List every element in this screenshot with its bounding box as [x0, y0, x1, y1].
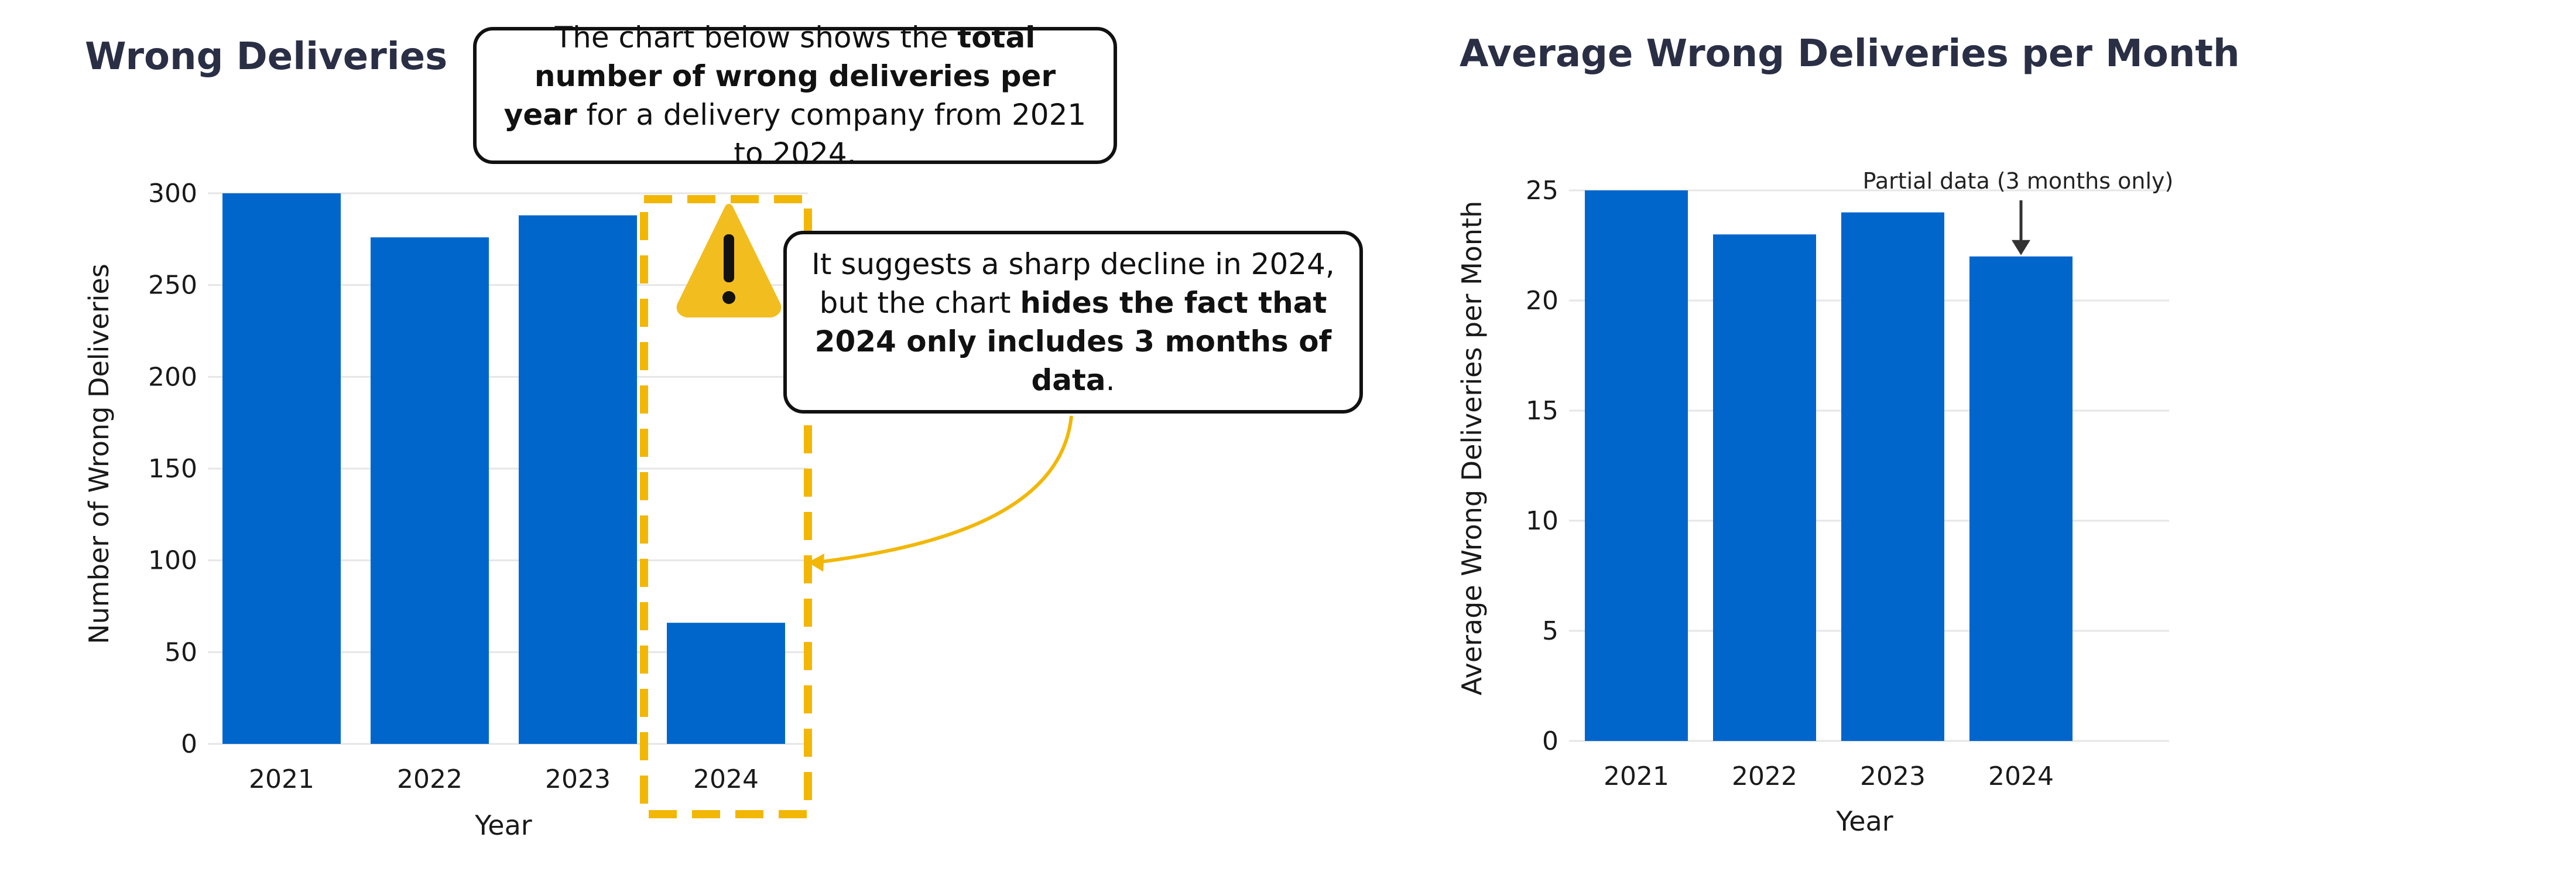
- warning-text-post: .: [1105, 363, 1115, 397]
- chart-wrong-deliveries: Wrong Deliveries 0 50 100 150 200 250 300 2021…: [83, 35, 1073, 841]
- x-axis-label: Year: [1835, 805, 1893, 837]
- bar-2021: [1585, 190, 1688, 741]
- warning-text-bold: hides the fact that 2024 only includes 3…: [814, 286, 1332, 397]
- y-tick-label: 100: [148, 546, 197, 576]
- intro-text-pre: The chart below shows the: [554, 21, 958, 54]
- x-tick-label: 2022: [397, 764, 463, 794]
- warning-callout: It suggests a sharp decline in 2024, but…: [783, 231, 1363, 414]
- y-tick-label: 150: [148, 454, 197, 484]
- bar-2023: [519, 215, 637, 744]
- y-tick-label: 250: [148, 271, 197, 300]
- x-axis-label: Year: [474, 809, 532, 841]
- x-tick-label: 2022: [1732, 761, 1797, 791]
- chart-average-wrong-deliveries: Average Wrong Deliveries per Month 0 5 10 1…: [1456, 32, 2240, 837]
- bar-2024: [667, 623, 785, 744]
- bars: [1585, 190, 2073, 742]
- y-tick-labels: 0 5 10 15 20 25: [1526, 176, 1558, 756]
- y-tick-label: 5: [1542, 616, 1558, 646]
- bar-2022: [1713, 234, 1816, 741]
- bar-2024: [1969, 256, 2073, 741]
- y-tick-labels: 0 50 100 150 200 250 300: [148, 179, 197, 759]
- x-tick-label: 2021: [1604, 761, 1669, 791]
- intro-callout: The chart below shows the total number o…: [473, 21, 1117, 170]
- chart-title: Wrong Deliveries: [85, 35, 447, 78]
- x-tick-label: 2023: [1860, 761, 1926, 791]
- curved-arrow-icon: [808, 415, 1073, 572]
- y-tick-label: 300: [148, 179, 197, 209]
- y-tick-label: 50: [165, 637, 197, 667]
- y-tick-label: 200: [148, 362, 197, 392]
- intro-text-bold: total number of wrong deliveries per yea…: [503, 21, 1056, 132]
- bar-2021: [222, 193, 341, 744]
- x-tick-labels: 2021 2022 2023 2024: [1604, 761, 2054, 791]
- bars: [222, 193, 785, 744]
- chart-title: Average Wrong Deliveries per Month: [1460, 32, 2240, 76]
- y-tick-label: 15: [1526, 396, 1558, 426]
- x-tick-label: 2021: [249, 764, 314, 794]
- y-axis-label: Number of Wrong Deliveries: [83, 264, 115, 644]
- y-tick-label: 10: [1526, 506, 1558, 536]
- bar-2023: [1841, 212, 1944, 742]
- y-tick-label: 0: [1542, 726, 1558, 756]
- x-tick-label: 2024: [693, 764, 759, 794]
- warning-icon: [676, 204, 782, 317]
- x-tick-labels: 2021 2022 2023 2024: [249, 764, 759, 794]
- intro-text-post: for a delivery company from 2021 to 2024…: [577, 98, 1087, 170]
- x-tick-label: 2023: [545, 764, 611, 794]
- y-tick-label: 20: [1526, 286, 1558, 316]
- bar-2022: [371, 237, 489, 744]
- partial-data-annotation: Partial data (3 months only): [1863, 168, 2174, 194]
- y-tick-label: 25: [1526, 176, 1558, 206]
- x-tick-label: 2024: [1988, 761, 2054, 791]
- y-tick-label: 0: [181, 729, 197, 759]
- warning-text-pre: It suggests a sharp decline in 2024, but…: [811, 247, 1335, 320]
- y-axis-label: Average Wrong Deliveries per Month: [1456, 201, 1488, 696]
- annotation-arrow-icon: [2012, 200, 2030, 255]
